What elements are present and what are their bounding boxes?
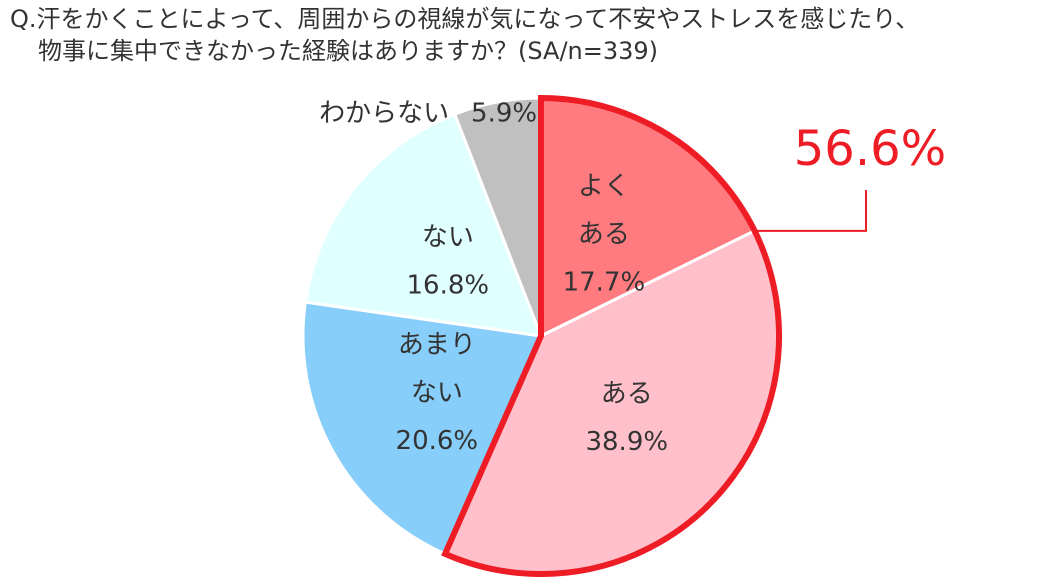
value-label: 38.9%: [585, 427, 668, 457]
category-label: ない: [411, 378, 463, 408]
chart-title: 物事に集中できなかった経験はありますか？(SA/n=339): [38, 37, 658, 65]
category-label: よく: [578, 171, 630, 201]
chart-title: Q.汗をかくことによって、周囲からの視線が気になって不安やストレスを感じたり、: [10, 5, 919, 33]
callout-line: [754, 190, 867, 232]
pie-slice: [301, 300, 544, 556]
value-label: 16.8%: [407, 270, 490, 300]
category-label: ある: [578, 219, 630, 249]
highlight-label: 56.6%: [794, 121, 946, 177]
category-label: わからない: [319, 99, 449, 129]
category-label: ある: [601, 379, 653, 409]
highlight-outline: [441, 94, 782, 577]
pie-slice: [303, 112, 544, 338]
category-label: あまり: [398, 330, 476, 360]
value-label: 5.9%: [471, 99, 537, 129]
value-label: 17.7%: [563, 267, 646, 297]
value-label: 20.6%: [396, 426, 479, 456]
category-label: ない: [422, 222, 474, 252]
